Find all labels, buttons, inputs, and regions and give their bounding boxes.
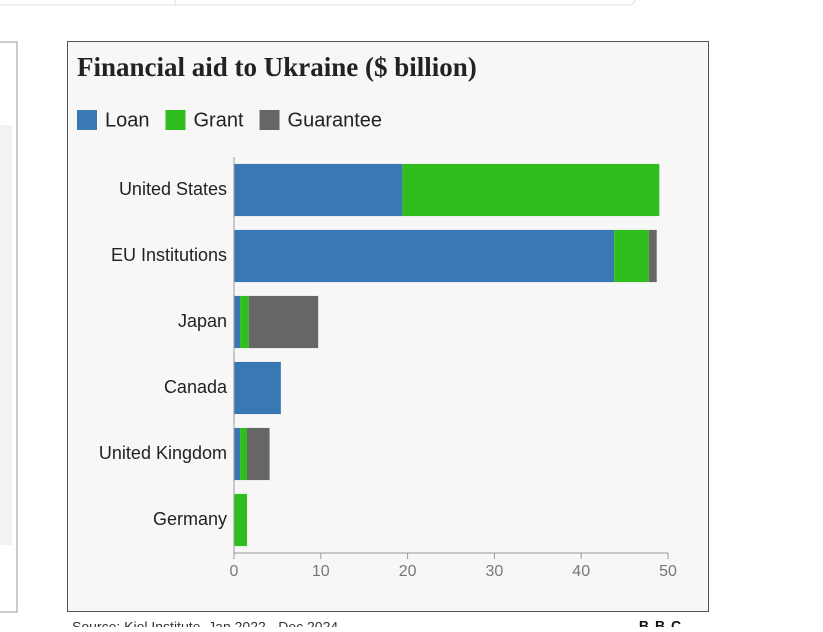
bar-segment (614, 229, 649, 283)
plot: 0 10 20 30 40 50 United States EU Institutions J… (99, 157, 677, 580)
legend-label: Grant (194, 109, 244, 131)
x-tick-label: 10 (312, 563, 330, 580)
legend-label: Loan (105, 109, 150, 131)
legend-swatch (259, 110, 280, 130)
bar-segment (234, 163, 403, 217)
legend-swatch (165, 110, 186, 130)
chart-frame (67, 41, 709, 612)
x-tick-label: 20 (399, 563, 417, 580)
bar-segment (648, 229, 657, 283)
legend-swatch (77, 110, 97, 130)
bar-segment (402, 163, 660, 217)
search-bar-edge (0, 0, 636, 6)
bar-segment (240, 427, 248, 481)
bar-segment (234, 361, 281, 415)
bar-segment (248, 295, 319, 349)
x-tick-label: 50 (659, 563, 677, 580)
y-tick-label: United Kingdom (99, 443, 227, 463)
bar-segment (247, 427, 270, 481)
bar-segment (234, 295, 241, 349)
y-tick-label: EU Institutions (111, 245, 227, 265)
bar-segment (234, 427, 241, 481)
bar-segment (234, 229, 615, 283)
legend-label: Guarantee (288, 109, 383, 131)
y-tick-label: United States (119, 179, 227, 199)
legend: Loan Grant Guarantee (77, 109, 382, 131)
side-panel-fill (0, 125, 12, 545)
logo: BBC (639, 618, 687, 627)
y-tick-label: Germany (153, 509, 227, 529)
source: Source: Kiel Institute, Jan 2022 - Dec 2… (72, 619, 338, 627)
x-tick-label: 0 (230, 563, 239, 580)
bar-segment (240, 295, 249, 349)
x-tick-label: 30 (486, 563, 504, 580)
y-tick-label: Japan (178, 311, 227, 331)
chart-title: Financial aid to Ukraine ($ billion) (77, 52, 477, 82)
y-tick-label: Canada (164, 377, 228, 397)
x-tick-label: 40 (572, 563, 590, 580)
bar-segment (234, 493, 248, 547)
